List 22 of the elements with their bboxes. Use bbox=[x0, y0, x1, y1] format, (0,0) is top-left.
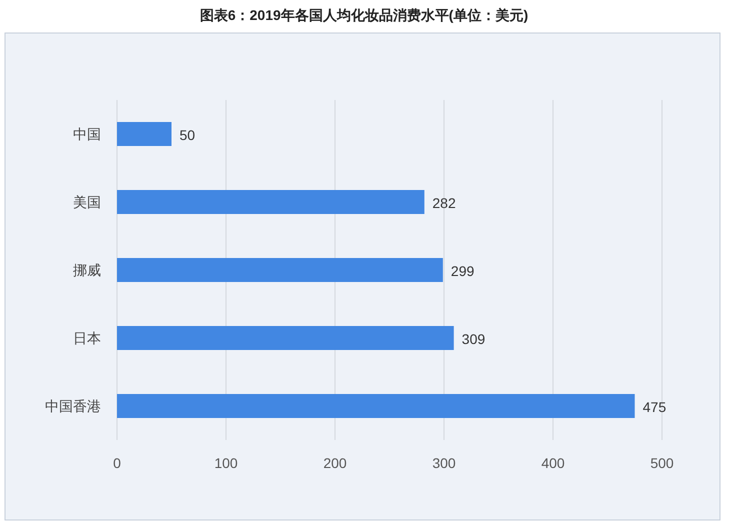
x-tick-label: 100 bbox=[214, 455, 238, 471]
y-tick-label: 挪威 bbox=[73, 262, 101, 278]
y-tick-label: 中国香港 bbox=[45, 398, 101, 414]
x-tick-label: 400 bbox=[541, 455, 565, 471]
x-tick-label: 200 bbox=[323, 455, 347, 471]
bar bbox=[117, 122, 172, 146]
bar bbox=[117, 394, 635, 418]
x-tick-label: 300 bbox=[432, 455, 456, 471]
bar bbox=[117, 190, 424, 214]
chart-title: 图表6：2019年各国人均化妆品消费水平(单位：美元) bbox=[200, 7, 528, 23]
data-label: 299 bbox=[450, 263, 474, 279]
data-label: 309 bbox=[462, 331, 486, 347]
data-label: 50 bbox=[180, 127, 196, 143]
data-label: 282 bbox=[432, 195, 456, 211]
x-tick-label: 0 bbox=[113, 455, 122, 471]
y-tick-label: 中国 bbox=[73, 126, 101, 142]
y-tick-label: 日本 bbox=[73, 330, 101, 346]
x-tick-label: 500 bbox=[650, 455, 674, 471]
bar bbox=[117, 258, 443, 282]
data-label: 475 bbox=[642, 399, 666, 415]
bar bbox=[117, 326, 454, 350]
y-tick-label: 美国 bbox=[73, 194, 101, 210]
